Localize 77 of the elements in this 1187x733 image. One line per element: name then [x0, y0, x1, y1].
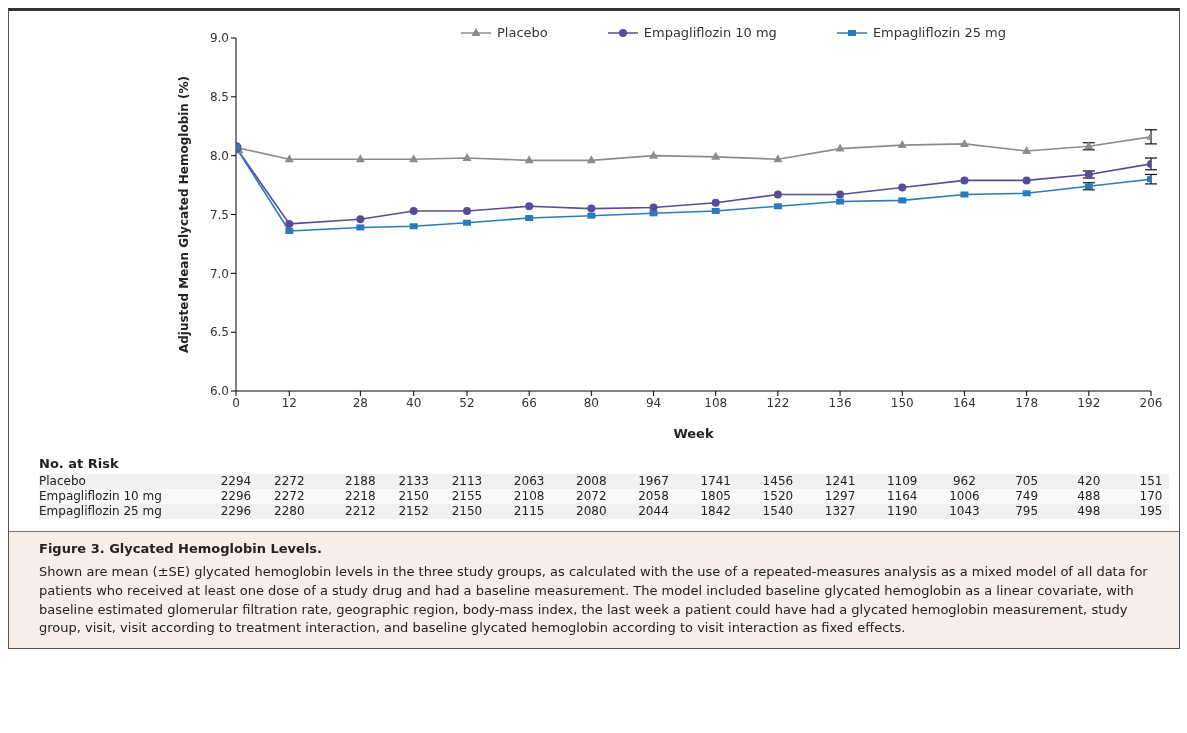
point — [1022, 145, 1032, 154]
x-tick-label: 150 — [890, 395, 914, 410]
point — [525, 202, 534, 211]
point — [462, 153, 472, 162]
point — [355, 154, 365, 163]
y-tick-label: 7.0 — [209, 266, 229, 281]
x-tick-label: 40 — [406, 395, 422, 410]
point — [649, 150, 659, 159]
point — [835, 143, 845, 152]
point — [898, 183, 907, 192]
x-tick-label: 192 — [1077, 395, 1101, 410]
legend-label: Placebo — [496, 25, 548, 40]
y-tick-label: 9.0 — [209, 31, 229, 46]
text: 2296 2280 2212 2152 2150 2115 2080 2044 1842 1540 1327 1190 1043 795 498 195 — [220, 504, 1163, 518]
point — [587, 212, 596, 219]
point — [711, 207, 720, 214]
x-tick-label: 28 — [352, 395, 369, 410]
point — [960, 176, 969, 185]
point — [898, 197, 907, 204]
point — [285, 227, 294, 234]
text: Empagliflozin 10 mg — [39, 489, 162, 503]
text: Figure 3. Glycated Hemoglobin Levels. — [39, 540, 324, 558]
point — [1022, 190, 1031, 197]
point — [959, 138, 969, 147]
point — [1084, 170, 1093, 179]
y-tick-label: 7.5 — [209, 207, 229, 222]
legend-label: Empagliflozin 25 mg — [871, 25, 1007, 40]
point — [285, 219, 294, 228]
x-axis-title: Week — [673, 426, 714, 441]
x-tick-label: 80 — [583, 395, 599, 410]
point — [525, 215, 534, 222]
text: Placebo — [39, 474, 86, 488]
point — [1022, 176, 1031, 185]
x-tick-label: 164 — [952, 395, 976, 410]
y-tick-label: 6.0 — [209, 384, 229, 399]
point — [409, 206, 418, 215]
point — [409, 154, 419, 163]
point — [462, 206, 471, 215]
point — [462, 219, 471, 226]
x-tick-label: 178 — [1015, 395, 1039, 410]
x-tick-label: 52 — [459, 395, 475, 410]
point — [773, 203, 782, 210]
y-axis-title: Adjusted Mean Glycated Hemoglobin (%) — [177, 75, 192, 354]
x-tick-label: 122 — [766, 395, 790, 410]
x-tick-label: 206 — [1139, 395, 1163, 410]
x-tick-label: 94 — [645, 395, 662, 410]
text: No. at Risk — [39, 456, 120, 471]
point — [773, 190, 782, 199]
text: Empagliflozin 25 mg — [39, 504, 162, 518]
point — [409, 223, 418, 230]
legend-label: Empagliflozin 10 mg — [642, 25, 777, 40]
text: Shown are mean (±SE) glycated hemoglobin levels in the three study groups, as calculated with the use of a repeated-measures analysis as a mixed model of all data for patients who received at least one dose of a study drug and had a baseline measurement. The model included baseline glycated hemoglobin as a linear covariate, with baseline estimated glomerular filtration rate, geographic region, body-mass index, the last week a patient could have had a glycated hemoglobin measurement, study group, visit, visit according to treatment interaction, and baseline glycated hemoglobin according to visit interaction as fixed effects. — [39, 562, 1149, 638]
point — [284, 154, 294, 163]
x-tick-label: 136 — [828, 395, 852, 410]
point — [836, 190, 845, 199]
x-tick-label: 12 — [281, 395, 297, 410]
y-tick-label: 8.0 — [209, 148, 229, 163]
x-tick-label: 66 — [521, 395, 537, 410]
text: 2294 2272 2188 2133 2113 2063 2008 1967 1741 1456 1241 1109 962 705 420 151 — [220, 474, 1163, 488]
point — [897, 140, 907, 149]
point — [356, 224, 365, 231]
point — [711, 198, 720, 207]
point — [586, 155, 596, 164]
text: 2296 2272 2218 2150 2155 2108 2072 2058 1805 1520 1297 1164 1006 749 488 170 — [220, 489, 1163, 503]
x-tick-label: 108 — [704, 395, 728, 410]
point — [773, 154, 783, 163]
point — [1084, 183, 1093, 190]
point — [711, 151, 721, 160]
point — [960, 191, 969, 198]
point — [836, 198, 845, 205]
point — [356, 215, 365, 224]
y-tick-label: 8.5 — [209, 90, 229, 105]
point — [524, 155, 534, 164]
x-tick-label: 0 — [232, 395, 240, 410]
point — [649, 210, 658, 217]
y-tick-label: 6.5 — [209, 325, 229, 340]
point — [587, 204, 596, 213]
